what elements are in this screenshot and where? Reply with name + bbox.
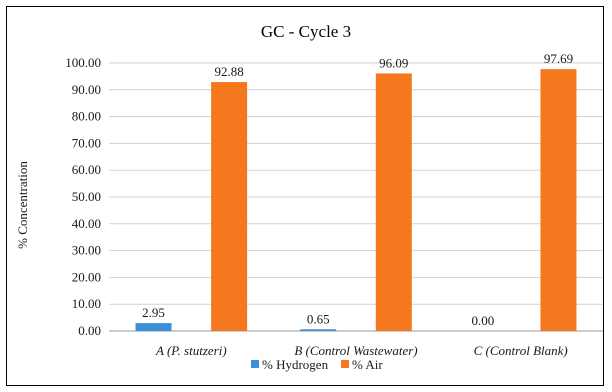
y-tick-label: 70.00 (72, 135, 101, 150)
data-label: 96.09 (379, 55, 408, 70)
x-axis-categories: A (P. stutzeri) B (Control Wastewater) C (… (155, 343, 568, 358)
bar-hydrogen (300, 329, 337, 331)
y-tick-label: 50.00 (72, 189, 101, 204)
legend-swatch (251, 360, 259, 368)
gridlines (109, 62, 603, 332)
bars (135, 69, 577, 332)
x-category-label: A (P. stutzeri) (155, 343, 227, 358)
bar-air (375, 73, 412, 332)
data-label: 2.95 (142, 305, 165, 320)
legend-swatch (341, 360, 349, 368)
bar-air (540, 69, 577, 331)
y-tick-label: 40.00 (72, 216, 101, 231)
bar-chart: GC - Cycle 3 % Concentration 0.00 10.00 20… (15, 22, 603, 372)
y-tick-label: 60.00 (72, 162, 101, 177)
y-tick-label: 90.00 (72, 82, 101, 97)
legend-label: % Hydrogen (262, 357, 329, 372)
y-tick-label: 20.00 (72, 269, 101, 284)
data-label: 0.65 (307, 311, 330, 326)
y-axis-ticks: 0.00 10.00 20.00 30.00 40.00 50.00 60.00 70.00 8… (65, 55, 101, 338)
legend: % Hydrogen % Air (251, 357, 383, 372)
data-label: 97.69 (544, 51, 573, 66)
data-labels: 2.95 92.88 0.65 96.09 0.00 97.69 (142, 51, 573, 328)
y-tick-label: 10.00 (72, 296, 101, 311)
y-tick-label: 100.00 (65, 55, 101, 70)
x-category-label: C (Control Blank) (474, 343, 568, 358)
y-tick-label: 80.00 (72, 109, 101, 124)
bar-hydrogen (135, 323, 172, 331)
y-tick-label: 30.00 (72, 243, 101, 258)
chart-frame: GC - Cycle 3 % Concentration 0.00 10.00 20… (6, 6, 604, 386)
y-tick-label: 0.00 (78, 323, 101, 338)
bar-air (211, 82, 248, 331)
y-axis-label: % Concentration (15, 161, 30, 249)
x-category-label: B (Control Wastewater) (294, 343, 417, 358)
data-label: 92.88 (215, 64, 244, 79)
data-label: 0.00 (471, 313, 494, 328)
legend-label: % Air (352, 357, 383, 372)
chart-title: GC - Cycle 3 (261, 22, 351, 41)
